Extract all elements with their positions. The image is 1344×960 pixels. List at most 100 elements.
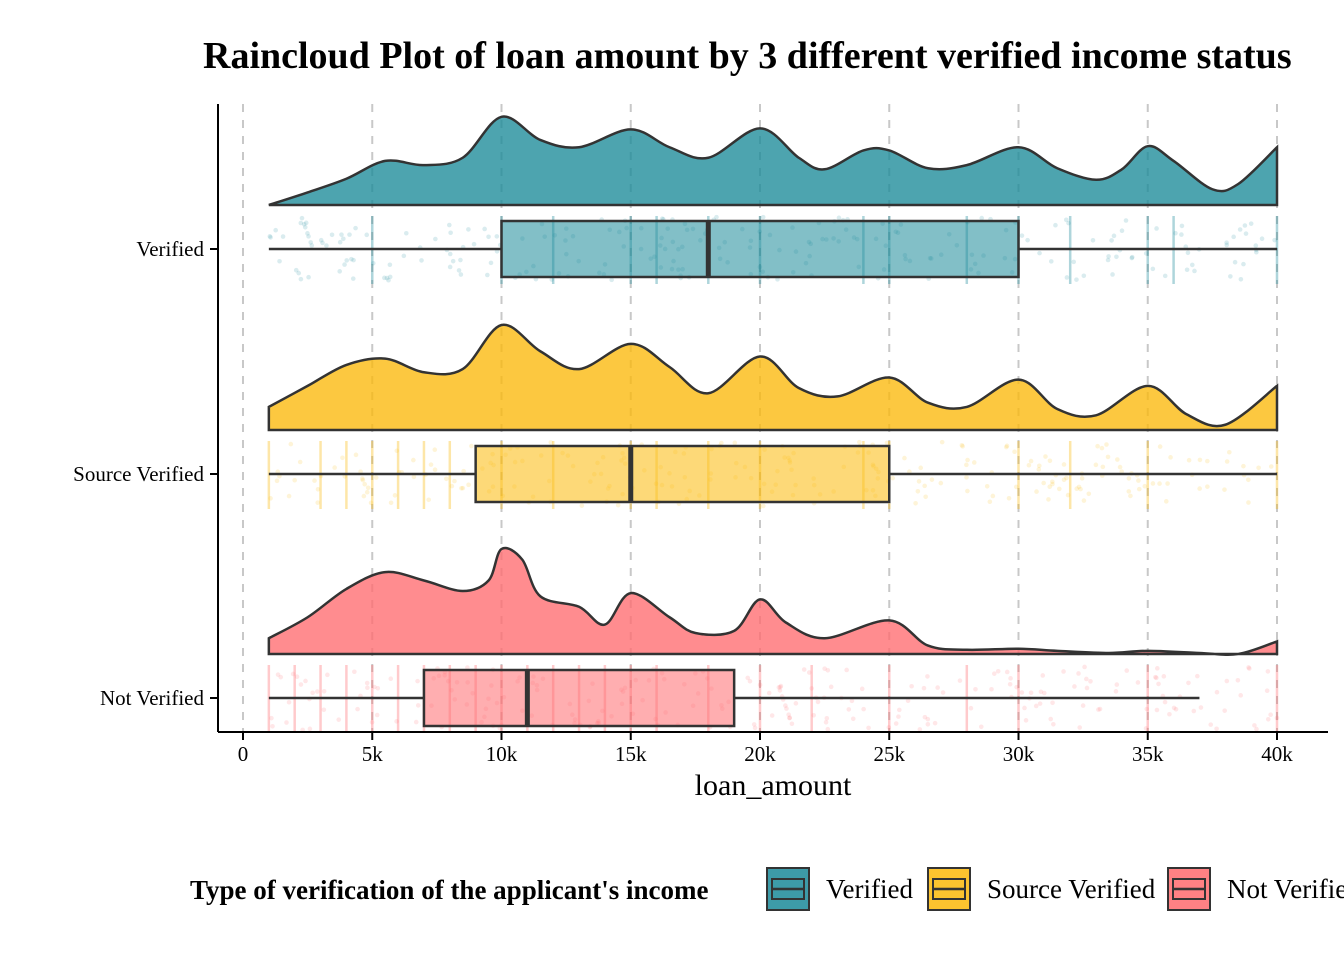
rain-point	[447, 222, 452, 228]
rain-point	[579, 503, 585, 508]
y-axis-labels: Verified Source Verified Not Verified	[73, 237, 218, 710]
rain-point	[459, 485, 464, 491]
rain-point	[1241, 463, 1246, 469]
legend-label: Not Verified	[1227, 874, 1344, 904]
rain-point	[1093, 462, 1099, 468]
rain-point	[274, 478, 280, 484]
rain-point	[1231, 234, 1236, 240]
rain-point	[269, 715, 274, 721]
rain-point	[1008, 676, 1013, 681]
density-cloud	[267, 323, 1279, 432]
rain-point	[549, 277, 555, 282]
rain-point	[1248, 221, 1254, 226]
rain-point	[1214, 689, 1220, 695]
rain-point	[347, 232, 352, 237]
chart-title: Raincloud Plot of loan amount by 3 diffe…	[203, 35, 1292, 77]
rain-point	[719, 440, 724, 446]
rain-point	[1022, 705, 1027, 711]
rain-point	[825, 668, 831, 673]
rain-point	[1191, 708, 1197, 714]
rain-point	[444, 476, 449, 482]
rain-point	[303, 220, 309, 226]
rain-point	[1099, 445, 1105, 451]
rain-point	[321, 707, 327, 713]
rain-point	[995, 669, 1001, 674]
rain-point	[1007, 681, 1013, 687]
rain-point	[896, 714, 901, 719]
rain-point	[1014, 684, 1019, 690]
rain-point	[1252, 723, 1257, 728]
rain-point	[1192, 268, 1197, 274]
rain-point	[1268, 712, 1273, 718]
rain-point	[1061, 462, 1067, 467]
axes	[217, 104, 1328, 733]
rain-point	[989, 686, 994, 692]
rain-point	[1013, 484, 1019, 490]
rain-point	[312, 478, 317, 483]
rain-point	[1047, 458, 1053, 464]
box	[422, 668, 736, 728]
rain-point	[456, 268, 462, 273]
rain-point	[917, 727, 923, 732]
rain-point	[1084, 676, 1089, 682]
rain-point	[1143, 251, 1149, 256]
rain-point	[1019, 233, 1025, 238]
rain-point	[916, 479, 922, 484]
rain-point	[971, 460, 977, 465]
rain-point	[1242, 223, 1248, 228]
rain-point	[761, 503, 766, 509]
rain-point	[1123, 218, 1129, 223]
rain-point	[1222, 487, 1227, 492]
rain-point	[352, 669, 357, 675]
rain-point	[751, 722, 757, 727]
rain-point	[922, 714, 928, 720]
rain-point	[1165, 481, 1170, 486]
rain-point	[1168, 455, 1173, 460]
rain-point	[828, 684, 834, 690]
rain-point	[1072, 684, 1077, 689]
rain-point	[1109, 238, 1114, 243]
rain-point	[973, 686, 978, 692]
rain-point	[1247, 666, 1252, 671]
rain-point	[1186, 457, 1192, 463]
rain-point	[990, 493, 996, 499]
rain-point	[1268, 464, 1274, 469]
rain-point	[1129, 254, 1135, 260]
rain-point	[1064, 275, 1070, 280]
series-source-verified	[267, 323, 1279, 509]
rain-point	[315, 689, 320, 694]
rain-point	[857, 439, 862, 445]
rain-point	[1110, 272, 1115, 277]
rain-point	[1232, 259, 1238, 265]
rain-point	[284, 720, 289, 725]
rain-point	[1235, 677, 1241, 683]
rain-point	[940, 690, 946, 695]
rain-point	[1237, 227, 1243, 232]
rain-point	[413, 719, 419, 725]
rain-point	[1065, 492, 1071, 498]
rain-point	[915, 488, 921, 494]
rain-point	[836, 215, 842, 221]
rain-point	[905, 698, 911, 704]
rain-point	[458, 272, 464, 277]
rain-point	[386, 277, 391, 283]
rain-point	[909, 683, 914, 689]
rain-point	[859, 686, 865, 692]
rain-point	[364, 489, 370, 495]
rain-point	[1114, 254, 1119, 260]
rain-point	[458, 257, 463, 263]
rain-point	[957, 678, 963, 683]
rain-point	[1071, 259, 1077, 265]
rain-point	[809, 686, 814, 691]
rain-point	[1124, 668, 1130, 673]
rain-point	[1050, 700, 1055, 706]
rain-point	[365, 685, 370, 691]
rain-point	[1154, 226, 1159, 231]
density-cloud	[267, 546, 1279, 656]
rain-point	[1246, 500, 1251, 505]
rain-point	[987, 499, 993, 505]
legend-title: Type of verification of the applicant's …	[190, 875, 708, 905]
rain-point	[1041, 480, 1046, 486]
rain-point	[349, 256, 354, 262]
rain-point	[415, 703, 421, 708]
